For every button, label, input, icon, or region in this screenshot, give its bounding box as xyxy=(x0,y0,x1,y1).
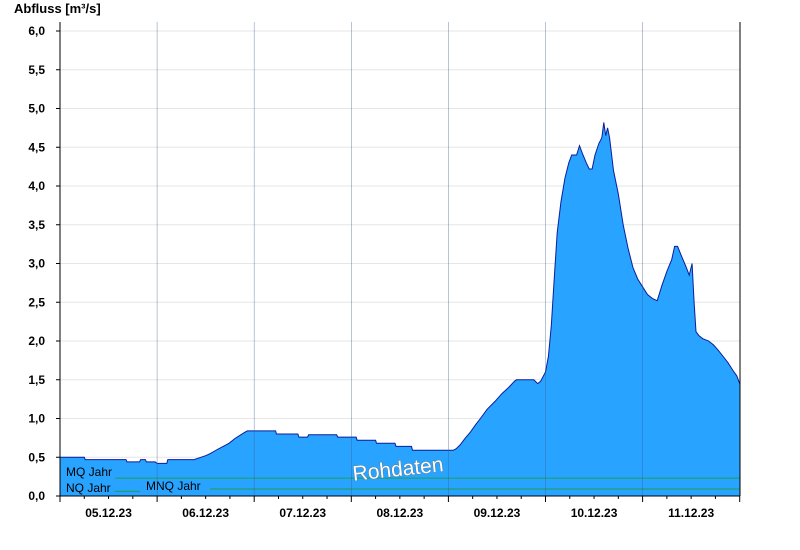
y-tick-label: 5,5 xyxy=(28,63,45,77)
discharge-area xyxy=(60,122,740,497)
y-tick-label: 4,5 xyxy=(28,140,45,154)
x-tick-label: 09.12.23 xyxy=(474,506,521,520)
x-tick-label: 11.12.23 xyxy=(668,506,714,520)
x-tick-label: 06.12.23 xyxy=(182,506,229,520)
y-axis-title: Abfluss [m³/s] xyxy=(14,1,101,16)
y-tick-label: 2,5 xyxy=(28,295,45,309)
y-tick-label: 6,0 xyxy=(28,24,45,38)
x-tick-label: 10.12.23 xyxy=(571,506,618,520)
tick-labels: 0,0 0,5 1,0 1,5 2,0 2,5 3,0 3,5 4,0 4,5 5,0 5,5 6,0 0… xyxy=(28,24,714,520)
discharge-line xyxy=(60,122,741,464)
y-tick-label: 3,5 xyxy=(28,218,45,232)
y-tick-label: 2,0 xyxy=(28,334,45,348)
y-tick-label: 0,5 xyxy=(28,450,45,464)
mq-label: MQ Jahr xyxy=(66,465,112,479)
reference-lines: MQ Jahr MNQ Jahr NQ Jahr xyxy=(66,465,740,495)
x-tick-label: 08.12.23 xyxy=(376,506,423,520)
y-tick-label: 5,0 xyxy=(28,102,45,116)
axes xyxy=(56,22,741,502)
discharge-area-series xyxy=(60,122,741,497)
mnq-label: MNQ Jahr xyxy=(146,479,201,493)
y-tick-label: 0,0 xyxy=(28,489,45,503)
nq-label: NQ Jahr xyxy=(66,481,111,495)
x-tick-label: 07.12.23 xyxy=(279,506,326,520)
y-tick-label: 3,0 xyxy=(28,257,45,271)
y-tick-label: 1,5 xyxy=(28,373,45,387)
day-separators xyxy=(156,22,643,496)
x-tick-label: 05.12.23 xyxy=(85,506,132,520)
y-tick-label: 1,0 xyxy=(28,412,45,426)
y-tick-label: 4,0 xyxy=(28,179,45,193)
